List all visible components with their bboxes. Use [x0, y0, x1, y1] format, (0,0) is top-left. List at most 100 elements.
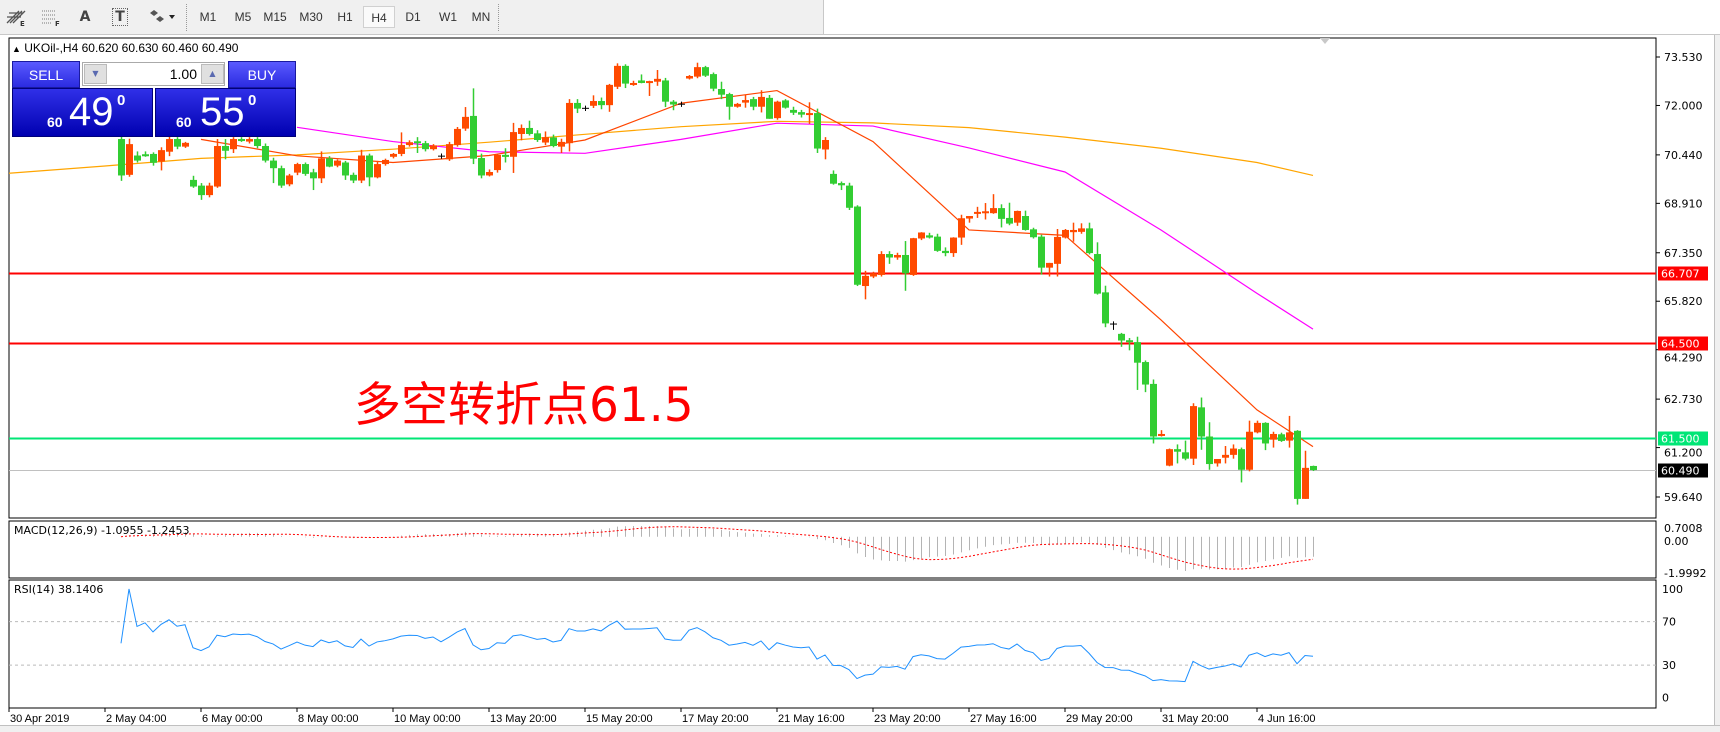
- candle-down: [326, 156, 333, 168]
- candle-up: [398, 132, 405, 157]
- candle-body: [934, 236, 941, 251]
- text-icon[interactable]: A: [73, 6, 97, 28]
- candle-down: [1198, 397, 1205, 450]
- toolbar: E F A T M1 M5 M15 M30 H1 H4 D1 W1 MN: [0, 0, 824, 35]
- candle-down: [310, 168, 317, 191]
- candle-body: [1310, 465, 1317, 471]
- text-label-icon[interactable]: T: [108, 6, 132, 28]
- candle-up: [1014, 210, 1021, 226]
- buy-button[interactable]: BUY: [228, 61, 296, 88]
- candle-up: [686, 75, 693, 80]
- candle-body: [766, 97, 773, 119]
- candle-up: [230, 137, 237, 153]
- candle-up: [1190, 403, 1197, 466]
- price-tick-label: 62.730: [1664, 393, 1703, 406]
- candle-down: [942, 247, 949, 257]
- candle-down: [830, 170, 837, 185]
- candle-body: [1142, 362, 1149, 385]
- candle-up: [462, 107, 469, 131]
- candle-up: [1302, 450, 1309, 499]
- candle-down: [622, 64, 629, 89]
- timeframe-m1[interactable]: M1: [199, 10, 217, 24]
- timeframe-h1[interactable]: H1: [337, 10, 353, 24]
- candle-body: [198, 185, 205, 196]
- candle-down: [1094, 242, 1101, 295]
- fibonacci-grid-icon[interactable]: F: [38, 6, 62, 28]
- candle-down: [198, 183, 205, 200]
- candle-down: [854, 205, 861, 287]
- candle-body: [414, 141, 421, 144]
- candle-up: [822, 137, 829, 160]
- candle-up: [1214, 458, 1221, 467]
- candle-body: [566, 102, 573, 144]
- candle-body: [894, 254, 901, 258]
- timeframe-d1[interactable]: D1: [405, 10, 421, 24]
- candle-up: [1230, 444, 1237, 459]
- candle-down: [550, 134, 557, 148]
- candle-up: [1070, 222, 1077, 242]
- sell-price-button[interactable]: 60 49 0: [12, 88, 153, 137]
- timeframe-h4[interactable]: H4: [363, 6, 395, 28]
- candle-body: [430, 145, 437, 150]
- candle-up: [862, 270, 869, 300]
- window-edge: [1714, 35, 1720, 731]
- chart-annotation-text[interactable]: 多空转折点61.5: [354, 378, 694, 433]
- timeframe-m30[interactable]: M30: [299, 10, 323, 24]
- candle-up: [318, 151, 325, 184]
- candle-body: [614, 65, 621, 87]
- toolbar-separator: [186, 4, 189, 31]
- time-tick-label: 15 May 20:00: [586, 713, 653, 725]
- time-tick-label: 8 May 00:00: [298, 713, 359, 725]
- candle-up: [982, 203, 989, 220]
- candle-body: [222, 146, 229, 151]
- candle-up: [294, 162, 301, 176]
- timeframe-mn[interactable]: MN: [471, 10, 491, 24]
- candle-body: [1078, 228, 1085, 232]
- candle-down: [1086, 222, 1093, 255]
- buy-price-button[interactable]: 60 55 0: [155, 88, 296, 137]
- candle-body: [1062, 229, 1069, 238]
- candle-up: [446, 141, 453, 161]
- candle-body: [550, 137, 557, 147]
- candle-down: [710, 72, 717, 92]
- candle-body: [686, 76, 693, 79]
- candle-body: [750, 99, 757, 107]
- candle-body: [590, 101, 597, 106]
- candle-body: [1166, 449, 1173, 466]
- candle-down: [1126, 337, 1133, 351]
- candle-body: [782, 100, 789, 108]
- candle-body: [1094, 254, 1101, 294]
- candle-body: [846, 185, 853, 208]
- candle-body: [422, 143, 429, 150]
- timeframe-w1[interactable]: W1: [439, 10, 457, 24]
- doji-candle: [582, 105, 589, 111]
- volume-decrease-button[interactable]: ▼: [84, 64, 107, 84]
- candle-up: [1270, 431, 1277, 448]
- candle-down: [470, 88, 477, 165]
- candle-up: [286, 173, 293, 187]
- price-label-box: [1658, 266, 1708, 281]
- candle-body: [342, 162, 349, 176]
- text-icon-glyph: A: [79, 9, 91, 25]
- arrows-dropdown-icon[interactable]: [145, 6, 179, 28]
- time-tick-label: 4 Jun 16:00: [1258, 713, 1316, 725]
- sell-button[interactable]: SELL: [12, 61, 80, 88]
- candle-up: [758, 90, 765, 113]
- candle-up: [734, 102, 741, 108]
- time-tick-label: 30 Apr 2019: [10, 713, 69, 725]
- timeframe-m5[interactable]: M5: [234, 10, 252, 24]
- candle-body: [662, 80, 669, 102]
- candle-body: [974, 211, 981, 214]
- volume-stepper[interactable]: ▼ ▲: [82, 62, 225, 86]
- volume-input[interactable]: [107, 63, 201, 85]
- candle-down: [1182, 440, 1189, 461]
- candle-down: [934, 233, 941, 252]
- volume-increase-button[interactable]: ▲: [201, 64, 224, 84]
- candle-down: [414, 137, 421, 153]
- candle-body: [806, 113, 813, 116]
- timeframe-m15[interactable]: M15: [263, 10, 287, 24]
- collapse-triangle-icon[interactable]: ▲: [12, 44, 21, 54]
- candle-down: [1102, 285, 1109, 328]
- fibonacci-expansion-icon[interactable]: E: [4, 6, 28, 28]
